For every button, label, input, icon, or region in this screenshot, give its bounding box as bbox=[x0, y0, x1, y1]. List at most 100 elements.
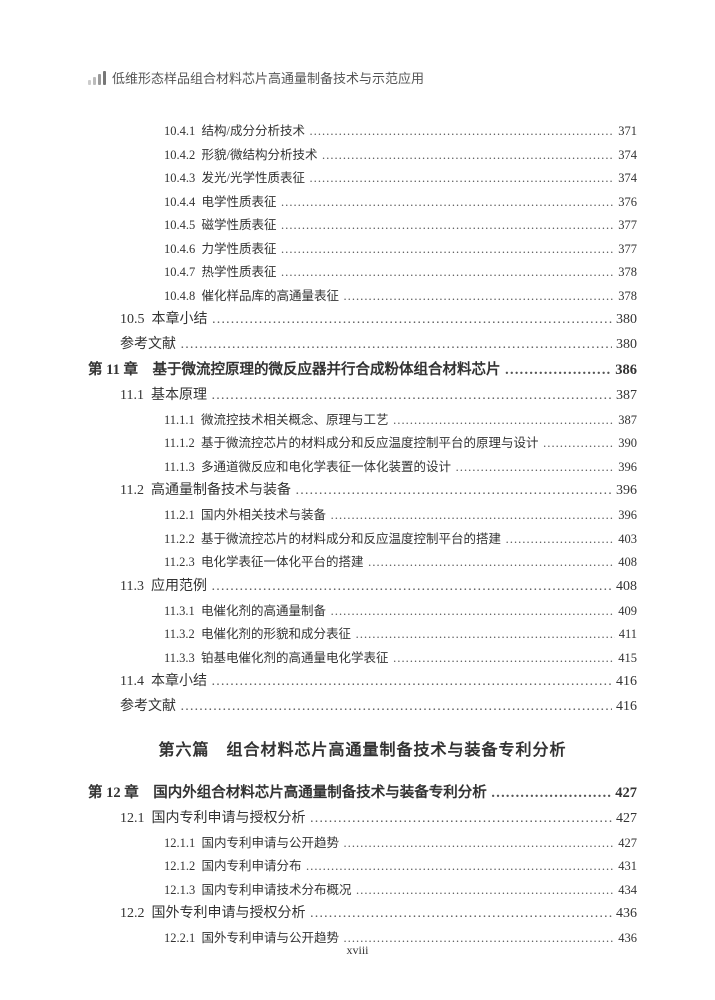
toc-leader: …………………………………………………………………………………………………………… bbox=[295, 484, 612, 498]
toc-entry: 12.1国内专利申请与授权分析…………………………………………………………………… bbox=[88, 812, 637, 826]
toc-number: 11.2.2 bbox=[164, 533, 195, 546]
toc-leader: …………………………………………………………………………………………………………… bbox=[281, 266, 615, 279]
table-of-contents: 10.4.1 结构/成分分析技术 …………………………………………………………………… bbox=[88, 125, 637, 945]
toc-label: 国内专利申请与授权分析 bbox=[152, 812, 306, 826]
toc-leader: …………………………………………………………………………………………………………… bbox=[309, 125, 614, 138]
toc-page: 396 bbox=[618, 461, 637, 474]
toc-label: 催化样品库的高通量表征 bbox=[202, 290, 340, 303]
toc-page: 374 bbox=[618, 172, 637, 185]
toc-entry: 11.1.3多通道微反应和电化学表征一体化装置的设计……………………………………… bbox=[88, 461, 637, 474]
toc-label: 国外专利申请与授权分析 bbox=[152, 907, 306, 921]
toc-leader: …………………………………………………………………………………………………………… bbox=[306, 860, 615, 873]
toc-page: 371 bbox=[618, 125, 637, 138]
toc-page: 409 bbox=[618, 605, 637, 618]
toc-label: 国内专利申请技术分布概况 bbox=[202, 884, 352, 897]
toc-entry: 10.4.7热学性质表征…………………………………………………………………………… bbox=[88, 266, 637, 279]
toc-leader: …………………………………………………………………………………………………………… bbox=[543, 437, 615, 450]
toc-leader: …………………………………………………………………………………………………………… bbox=[393, 652, 615, 665]
toc-leader: …………………………………………………………………………………………………………… bbox=[356, 884, 615, 897]
toc-leader: …………………………………………………………………………………………………………… bbox=[309, 172, 614, 185]
toc-leader: …………………………………………………………………………………………………………… bbox=[180, 700, 612, 714]
toc-number: 10.5 bbox=[120, 313, 145, 327]
toc-entry: 11.2.2基于微流控芯片的材料成分和反应温度控制平台的搭建…………………………… bbox=[88, 533, 637, 546]
toc-label: 国内外相关技术与装备 bbox=[201, 509, 326, 522]
toc-number: 11.1.2 bbox=[164, 437, 195, 450]
toc-entry: 12.1.2国内专利申请分布……………………………………………………………………… bbox=[88, 860, 637, 873]
toc-page: 411 bbox=[619, 628, 637, 641]
toc-label: 参考文献 bbox=[120, 338, 176, 352]
toc-page: 427 bbox=[615, 786, 637, 801]
toc-label: 电化学表征一体化平台的搭建 bbox=[201, 556, 364, 569]
header-icon bbox=[88, 71, 106, 85]
toc-number: 11.4 bbox=[120, 675, 144, 689]
toc-leader: …………………………………………………………………………………………………………… bbox=[281, 243, 615, 256]
toc-label: 基于微流控芯片的材料成分和反应温度控制平台的原理与设计 bbox=[201, 437, 539, 450]
toc-label: 热学性质表征 bbox=[202, 266, 277, 279]
toc-entry: 10.4.1 结构/成分分析技术 …………………………………………………………………… bbox=[88, 125, 637, 138]
toc-leader: …………………………………………………………………………………………………………… bbox=[343, 837, 614, 850]
toc-page: 396 bbox=[618, 509, 637, 522]
toc-page: 403 bbox=[618, 533, 637, 546]
toc-leader: …………………………………………………………………………………………………………… bbox=[330, 605, 614, 618]
toc-label: 本章小结 bbox=[151, 675, 207, 689]
toc-number: 10.4.8 bbox=[164, 290, 195, 303]
toc-leader: …………………………………………………………………………………………………………… bbox=[310, 907, 613, 921]
toc-page: 376 bbox=[618, 196, 637, 209]
toc-leader: …………………………………………………………………………………………………………… bbox=[455, 461, 614, 474]
toc-number: 11.3.2 bbox=[164, 628, 195, 641]
toc-label: 铂基电催化剂的高通量电化学表征 bbox=[201, 652, 389, 665]
toc-number: 10.4.1 bbox=[164, 125, 195, 138]
toc-entry: 11.4本章小结……………………………………………………………………………………… bbox=[88, 675, 637, 689]
toc-label: 力学性质表征 bbox=[202, 243, 277, 256]
toc-page: 408 bbox=[618, 556, 637, 569]
toc-page: 416 bbox=[616, 700, 637, 714]
toc-page: 377 bbox=[618, 243, 637, 256]
toc-number: 11.2 bbox=[120, 484, 144, 498]
toc-number: 11.2.3 bbox=[164, 556, 195, 569]
toc-leader: …………………………………………………………………………………………………………… bbox=[212, 313, 613, 327]
toc-leader: …………………………………………………………………………………………………………… bbox=[368, 556, 615, 569]
toc-label: 电催化剂的高通量制备 bbox=[201, 605, 326, 618]
toc-page: 378 bbox=[618, 290, 637, 303]
toc-number: 10.4.2 bbox=[164, 149, 195, 162]
toc-label: 国内专利申请分布 bbox=[202, 860, 302, 873]
toc-entry: 11.3应用范例……………………………………………………………………………………… bbox=[88, 580, 637, 594]
book-title: 低维形态样品组合材料芯片高通量制备技术与示范应用 bbox=[112, 68, 424, 87]
toc-leader: …………………………………………………………………………………………………………… bbox=[355, 628, 615, 641]
toc-label: 基于微流控芯片的材料成分和反应温度控制平台的搭建 bbox=[201, 533, 501, 546]
toc-label: 应用范例 bbox=[151, 580, 207, 594]
toc-number: 11.3.1 bbox=[164, 605, 195, 618]
toc-page: 434 bbox=[618, 884, 637, 897]
toc-entry: 12.2国外专利申请与授权分析…………………………………………………………………… bbox=[88, 907, 637, 921]
toc-leader: …………………………………………………………………………………………………………… bbox=[211, 580, 612, 594]
toc-number: 11.1 bbox=[120, 389, 144, 403]
toc-label: 磁学性质表征 bbox=[202, 219, 277, 232]
toc-entry: 11.2.3 电化学表征一体化平台的搭建 ………………………………………………………… bbox=[88, 556, 637, 569]
toc-entry: 11.3.1 电催化剂的高通量制备 ………………………………………………………………… bbox=[88, 605, 637, 618]
toc-label: 形貌/微结构分析技术 bbox=[202, 149, 318, 162]
toc-entry: 10.4.2形貌/微结构分析技术………………………………………………………………… bbox=[88, 149, 637, 162]
toc-label: 发光/光学性质表征 bbox=[202, 172, 305, 185]
toc-page: 377 bbox=[618, 219, 637, 232]
toc-page: 390 bbox=[618, 437, 637, 450]
toc-entry: 12.1.3国内专利申请技术分布概况…………………………………………………………… bbox=[88, 884, 637, 897]
toc-page: 387 bbox=[616, 389, 637, 403]
toc-label: 基本原理 bbox=[151, 389, 207, 403]
toc-page: 427 bbox=[618, 837, 637, 850]
toc-label: 结构/成分分析技术 bbox=[202, 125, 305, 138]
toc-entry: 第 11 章基于微流控原理的微反应器并行合成粉体组合材料芯片…………………………… bbox=[88, 363, 637, 378]
toc-number: 10.4.3 bbox=[164, 172, 195, 185]
toc-number: 11.1.3 bbox=[164, 461, 195, 474]
toc-entry: 10.4.6力学性质表征…………………………………………………………………………… bbox=[88, 243, 637, 256]
page-number: xviii bbox=[0, 943, 715, 958]
toc-page: 374 bbox=[618, 149, 637, 162]
toc-page: 408 bbox=[616, 580, 637, 594]
toc-page: 380 bbox=[616, 338, 637, 352]
toc-entry: 11.2高通量制备技术与装备……………………………………………………………………… bbox=[88, 484, 637, 498]
toc-leader: …………………………………………………………………………………………………………… bbox=[281, 196, 615, 209]
toc-leader: …………………………………………………………………………………………………………… bbox=[504, 363, 611, 378]
toc-page: 396 bbox=[616, 484, 637, 498]
toc-number: 第 12 章 bbox=[88, 786, 139, 801]
toc-number: 11.1.1 bbox=[164, 414, 195, 427]
toc-leader: …………………………………………………………………………………………………………… bbox=[330, 509, 614, 522]
